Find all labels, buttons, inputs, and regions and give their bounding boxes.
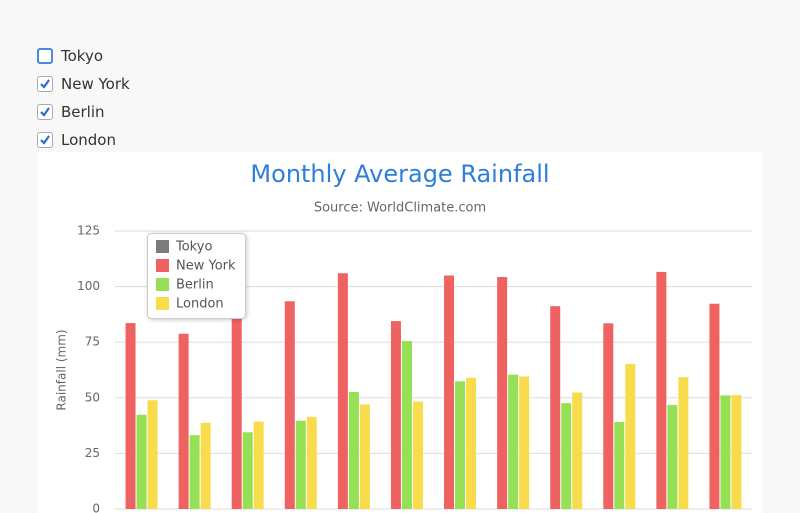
bar [455, 381, 466, 509]
toggle-label: Berlin [61, 103, 105, 121]
y-tick-label: 25 [85, 446, 100, 460]
bar [412, 401, 423, 509]
bar [147, 400, 158, 509]
bar [466, 377, 477, 509]
y-tick-label: 0 [92, 502, 100, 513]
legend: Tokyo New York Berlin London [147, 233, 246, 319]
bar [359, 404, 370, 509]
checkbox[interactable] [37, 132, 53, 148]
bar [603, 323, 614, 509]
bar [656, 271, 667, 509]
bar [572, 392, 583, 509]
toggle[interactable]: Tokyo [37, 42, 130, 70]
toggle[interactable]: London [37, 126, 130, 154]
bar [125, 323, 136, 509]
bar [720, 395, 731, 509]
bar [678, 377, 689, 509]
toggle-label: New York [61, 75, 130, 93]
legend-swatch [156, 278, 169, 291]
bar [561, 403, 572, 509]
bar [497, 277, 508, 509]
bar [550, 306, 561, 509]
bar [390, 321, 401, 509]
y-tick-label: 50 [85, 390, 100, 404]
bar [178, 333, 189, 509]
bar [709, 303, 720, 509]
y-tick-label: 100 [77, 279, 100, 293]
bar [614, 422, 625, 509]
bar [625, 363, 636, 509]
check [40, 135, 50, 145]
toggle[interactable]: New York [37, 70, 130, 98]
bar [253, 421, 264, 509]
bar [348, 392, 359, 509]
legend-swatch [156, 297, 169, 310]
check [40, 107, 50, 117]
legend-swatch [156, 240, 169, 253]
checkbox[interactable] [37, 104, 53, 120]
bar [731, 395, 742, 509]
chart: Monthly Average Rainfall Source: WorldCl… [38, 152, 762, 513]
series-toggles: Tokyo New York Berlin London [37, 42, 130, 154]
chart-title: Monthly Average Rainfall [250, 160, 549, 188]
legend-box [147, 233, 246, 319]
bar [667, 404, 678, 509]
legend-swatch [156, 259, 169, 272]
chart-subtitle: Source: WorldClimate.com [314, 201, 486, 216]
bar [295, 420, 306, 509]
toggle-label: Tokyo [61, 47, 103, 65]
bar [401, 341, 412, 509]
bar [136, 414, 147, 509]
bar [508, 374, 519, 509]
toggle[interactable]: Berlin [37, 98, 130, 126]
y-tick-label: 75 [85, 335, 100, 349]
bar [242, 432, 253, 509]
y-axis-title: Rainfall (mm) [55, 329, 69, 410]
bar [519, 376, 530, 509]
y-tick-label: 125 [77, 224, 100, 238]
legend-label: London [176, 297, 224, 312]
bar [306, 416, 317, 509]
bar [337, 273, 348, 509]
check [40, 79, 50, 89]
legend-label: New York [176, 259, 236, 274]
bar [189, 435, 200, 509]
bar [200, 422, 211, 509]
bar [231, 289, 242, 509]
bar [444, 275, 455, 509]
checkbox[interactable] [37, 48, 53, 64]
legend-label: Berlin [176, 278, 214, 293]
checkbox[interactable] [37, 76, 53, 92]
toggle-label: London [61, 131, 116, 149]
bar [284, 301, 295, 509]
legend-label: Tokyo [175, 240, 212, 255]
